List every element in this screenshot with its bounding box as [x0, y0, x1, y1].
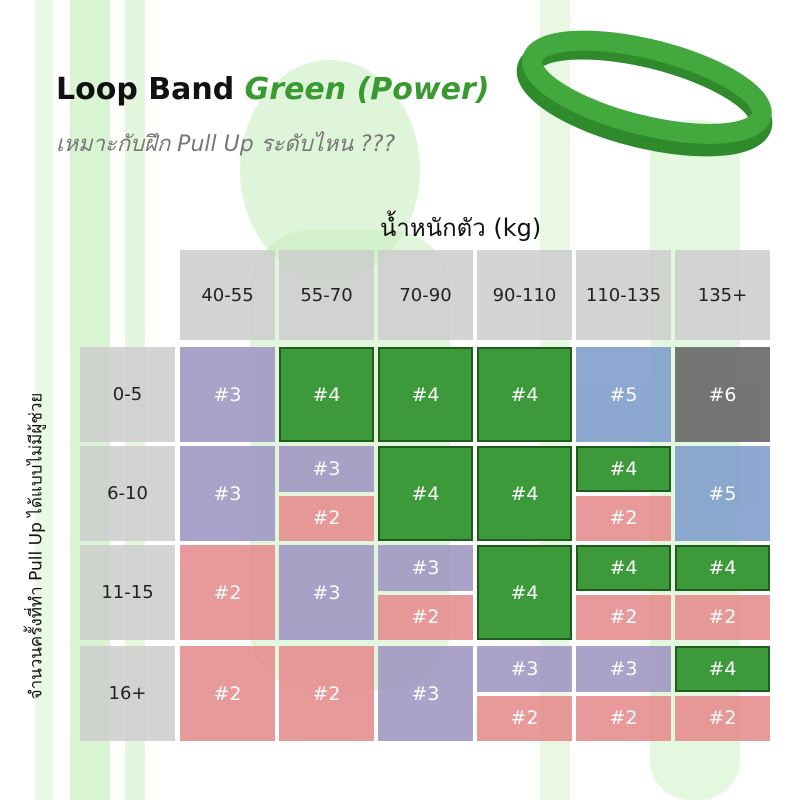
column-header: 110-135: [576, 250, 671, 340]
row-header: 0-5: [80, 347, 175, 442]
band-cell: #2: [279, 646, 374, 741]
band-cell: #3: [180, 347, 275, 442]
band-cell: #4: [675, 646, 770, 692]
band-cell: #2: [576, 695, 671, 741]
band-cell: #2: [279, 495, 374, 541]
product-image: Twenty One S-twist: [516, 30, 773, 157]
title-prefix: Loop Band: [56, 72, 235, 107]
band-cell: #4: [378, 446, 473, 541]
band-cell: #5: [576, 347, 671, 442]
band-cell: #3: [279, 545, 374, 640]
band-cell: #2: [477, 695, 572, 741]
column-axis-label: น้ำหนักตัว (kg): [380, 214, 542, 242]
band-cell: #4: [576, 446, 671, 492]
band-cell: #4: [279, 347, 374, 442]
band-cell: #3: [378, 646, 473, 741]
band-cell: #4: [477, 446, 572, 541]
band-cell: #2: [378, 594, 473, 640]
title: Loop Band Green (Power): [56, 72, 489, 107]
band-cell: #2: [180, 545, 275, 640]
row-header: 11-15: [80, 545, 175, 640]
column-header: 70-90: [378, 250, 473, 340]
column-header: 40-55: [180, 250, 275, 340]
band-cell: #3: [378, 545, 473, 591]
band-cell: #3: [180, 446, 275, 541]
band-cell: #3: [279, 446, 374, 492]
band-cell: #4: [675, 545, 770, 591]
band-cell: #2: [576, 594, 671, 640]
band-cell: #2: [180, 646, 275, 741]
band-cell: #4: [477, 545, 572, 640]
column-header: 90-110: [477, 250, 572, 340]
band-cell: #5: [675, 446, 770, 541]
band-cell: #2: [675, 594, 770, 640]
row-header: 6-10: [80, 446, 175, 541]
band-cell: #2: [675, 695, 770, 741]
band-cell: #3: [576, 646, 671, 692]
title-highlight: Green (Power): [244, 72, 490, 107]
band-cell: #4: [378, 347, 473, 442]
row-header: 16+: [80, 646, 175, 741]
band-cell: #6: [675, 347, 770, 442]
band-cell: #2: [576, 495, 671, 541]
subtitle: เหมาะกับฝึก Pull Up ระดับไหน ???: [56, 132, 396, 157]
column-header: 55-70: [279, 250, 374, 340]
column-header: 135+: [675, 250, 770, 340]
band-cell: #4: [477, 347, 572, 442]
band-cell: #3: [477, 646, 572, 692]
band-cell: #4: [576, 545, 671, 591]
